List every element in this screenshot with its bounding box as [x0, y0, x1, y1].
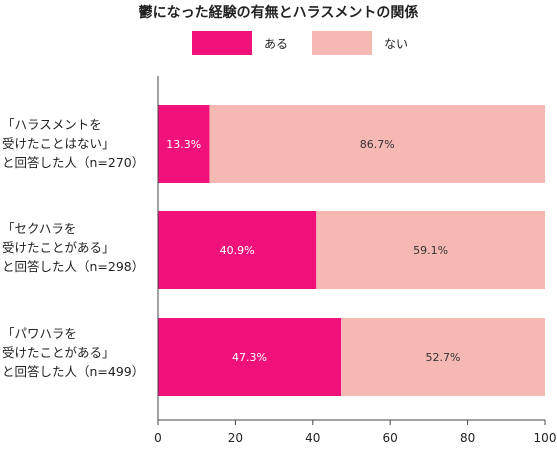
chart-title: 鬱になった経験の有無とハラスメントの関係 [138, 5, 419, 21]
legend: ある ない [192, 30, 432, 56]
x-tick-label-60: 60 [383, 431, 398, 445]
bar-no-1 [316, 211, 545, 289]
x-tick-label-20: 20 [228, 431, 243, 445]
legend-swatch-no [312, 31, 373, 55]
legend-item-yes: ある [192, 31, 294, 55]
bar-yes-1 [158, 211, 317, 289]
legend-label-yes: ある [264, 36, 289, 51]
bar-yes-2 [158, 318, 342, 396]
legend-item-no: ない [312, 31, 414, 55]
category-label-power-harassment: 「パワハラを 受けたことがある」 と回答した人（n=499） [2, 326, 145, 379]
data-label-no-1: 59.1% [413, 244, 448, 257]
x-tick-label-100: 100 [534, 431, 557, 445]
bar-no-0 [209, 105, 545, 183]
x-tick-label-80: 80 [460, 431, 475, 445]
x-tick-label-40: 40 [305, 431, 320, 445]
bar-no-2 [341, 318, 545, 396]
legend-swatch-yes [192, 31, 252, 55]
data-label-yes-0: 13.3% [166, 138, 201, 151]
data-label-no-2: 52.7% [426, 351, 461, 364]
data-label-no-0: 86.7% [360, 138, 395, 151]
data-label-yes-1: 40.9% [220, 244, 255, 257]
category-label-sexual-harassment: 「セクハラを 受けたことがある」 と回答した人（n=298） [2, 221, 145, 274]
category-label-no-harassment: 「ハラスメントを 受けたことはない」 と回答した人（n=270） [2, 117, 145, 170]
bar-yes-0 [158, 105, 210, 183]
legend-label-no: ない [384, 36, 409, 51]
data-label-yes-2: 47.3% [232, 351, 267, 364]
x-tick-label-0: 0 [154, 431, 162, 445]
